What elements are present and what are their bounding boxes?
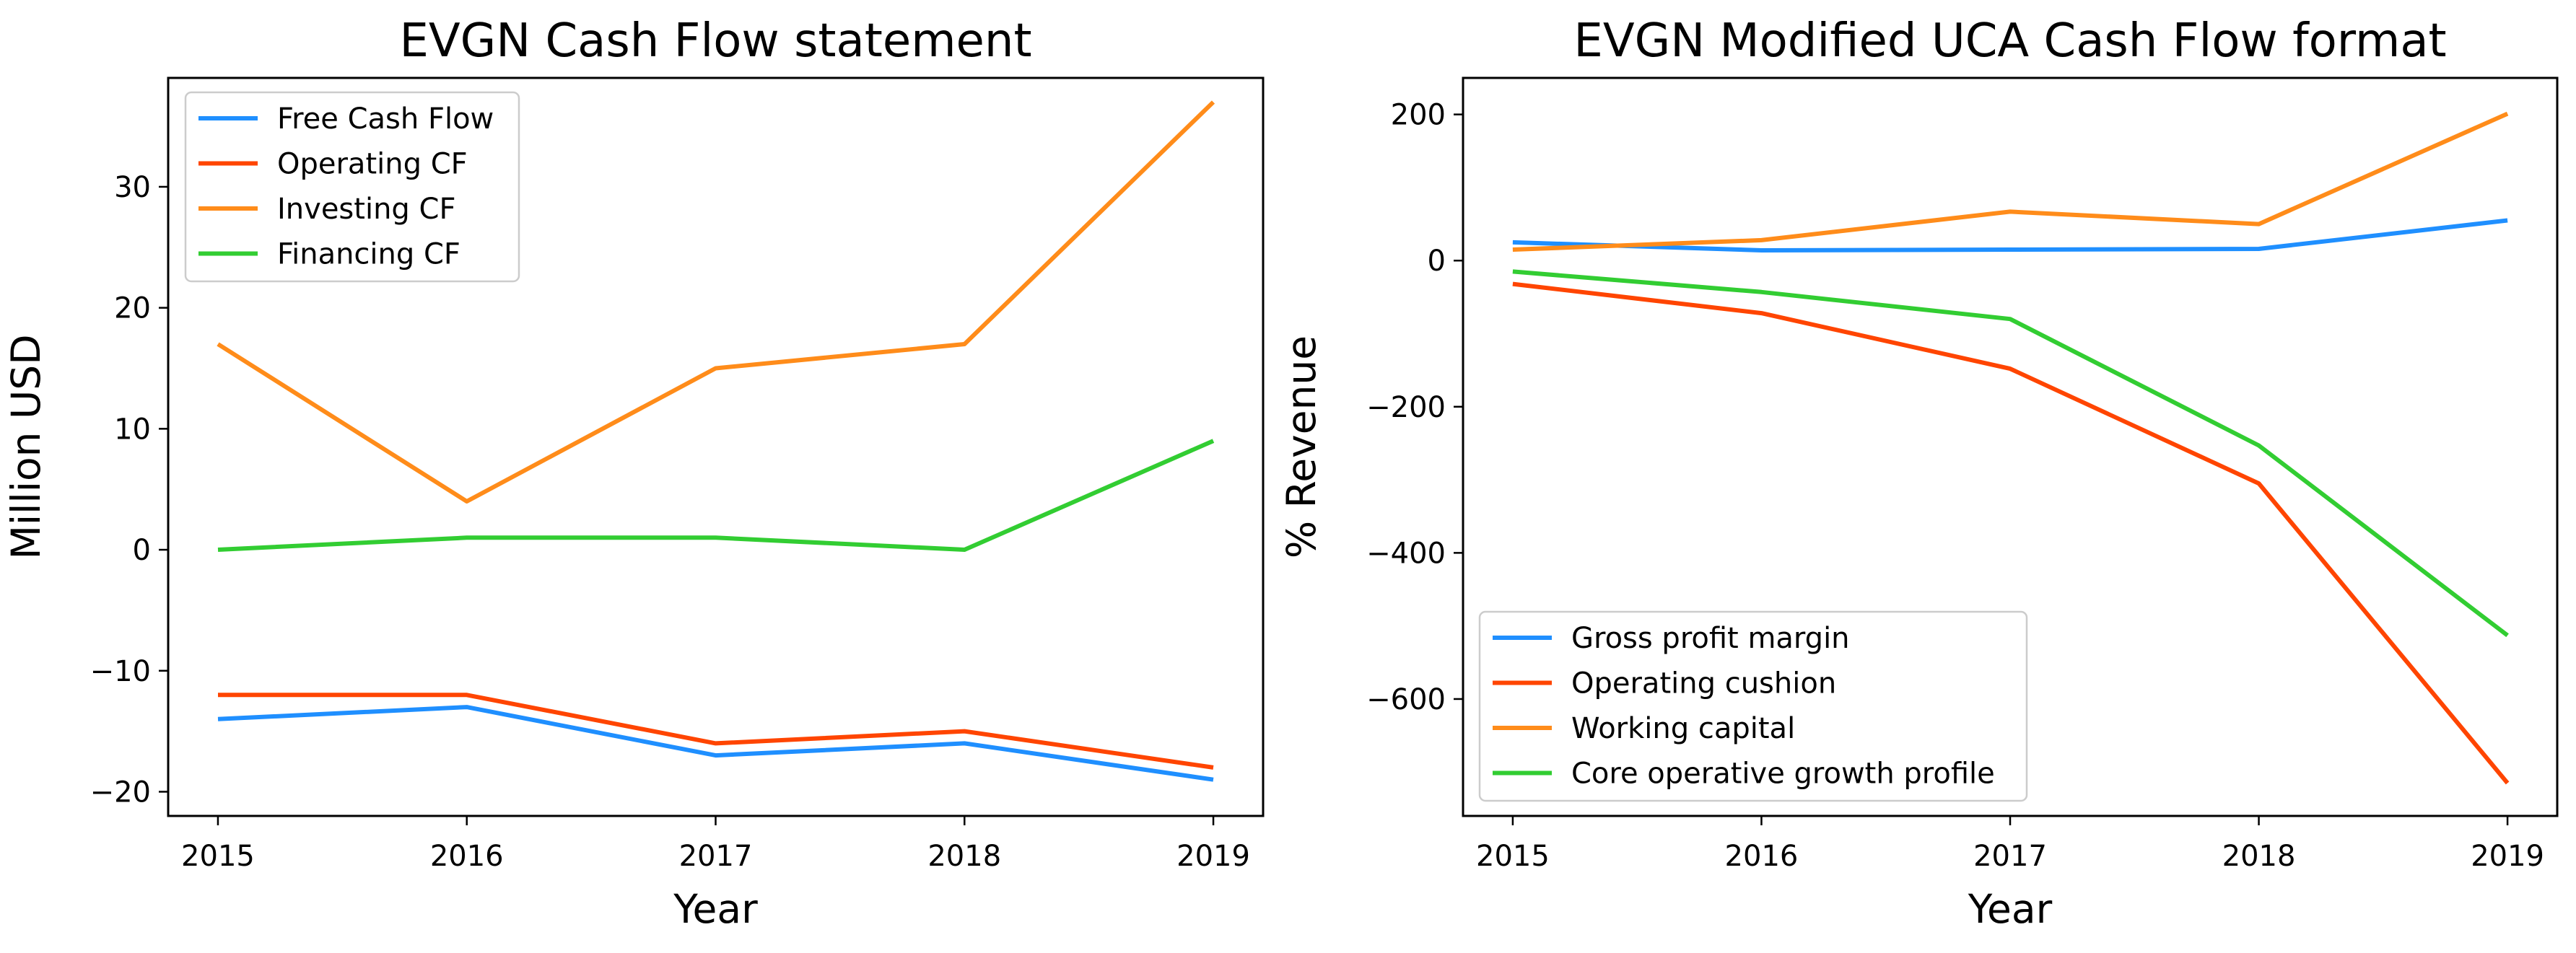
y-tick-label: −400 (1366, 537, 1446, 570)
legend-label: Core operative growth profile (1571, 757, 1995, 791)
x-tick-label: 2015 (181, 840, 255, 873)
x-tick-label: 2018 (927, 840, 1001, 873)
y-tick-label: −600 (1366, 683, 1446, 716)
x-tick-label: 2017 (1973, 840, 2047, 873)
y-tick-label: 30 (114, 171, 151, 204)
y-axis-label: % Revenue (1278, 335, 1324, 558)
series-line-financing-cf (217, 439, 1215, 552)
series-line-free-cash-flow (217, 705, 1214, 782)
chart-title: EVGN Modified UCA Cash Flow format (1573, 14, 2446, 68)
y-axis-label: Million USD (3, 334, 49, 559)
legend: Gross profit margin Operating cushion Work… (1478, 610, 2028, 802)
legend-label: Working capital (1571, 712, 1795, 745)
y-tick-label: 0 (133, 534, 151, 567)
series-line-gross-profit-margin (1512, 218, 2508, 252)
legend-label: Financing CF (277, 238, 460, 271)
series-line-operating-cf (218, 693, 1214, 770)
chart-1: EVGN Cash Flow statement 2015 2016 2017 2018… (3, 14, 1265, 932)
x-tick-label: 2018 (2222, 840, 2296, 873)
y-tick-label: −200 (1366, 391, 1446, 424)
x-axis-label: Year (673, 886, 758, 932)
legend-label: Investing CF (277, 193, 455, 226)
x-tick-label: 2017 (679, 840, 753, 873)
x-tick-label: 2019 (1176, 840, 1250, 873)
y-tick-label: −10 (90, 655, 151, 688)
x-tick-label: 2016 (1725, 840, 1799, 873)
y-tick-label: 20 (114, 292, 151, 325)
chart-title: EVGN Cash Flow statement (399, 14, 1031, 68)
series-line-core-operative-growth-profile (1512, 269, 2509, 638)
legend: Free Cash Flow Operating CF Investing CF Fi… (184, 91, 520, 283)
y-tick-label: −20 (90, 776, 151, 809)
legend-box (184, 91, 520, 283)
series-line-operating-cushion (1512, 281, 2510, 785)
chart-2: EVGN Modified UCA Cash Flow format 2015 20… (1278, 14, 2559, 932)
legend-box (1478, 610, 2028, 802)
legend-label: Operating cushion (1571, 667, 1836, 701)
series-line-working-capital (1512, 111, 2509, 252)
y-tick-label: 0 (1428, 245, 1446, 278)
legend-label: Operating CF (277, 148, 468, 181)
y-tick-label: 200 (1391, 99, 1446, 132)
x-tick-label: 2019 (2471, 840, 2544, 873)
y-tick-label: 10 (114, 413, 151, 446)
legend-label: Gross profit margin (1571, 622, 1850, 655)
x-tick-label: 2015 (1476, 840, 1550, 873)
legend-label: Free Cash Flow (277, 102, 494, 136)
x-axis-label: Year (1968, 886, 2053, 932)
series-line-investing-cf (217, 100, 1215, 504)
x-tick-label: 2016 (430, 840, 504, 873)
